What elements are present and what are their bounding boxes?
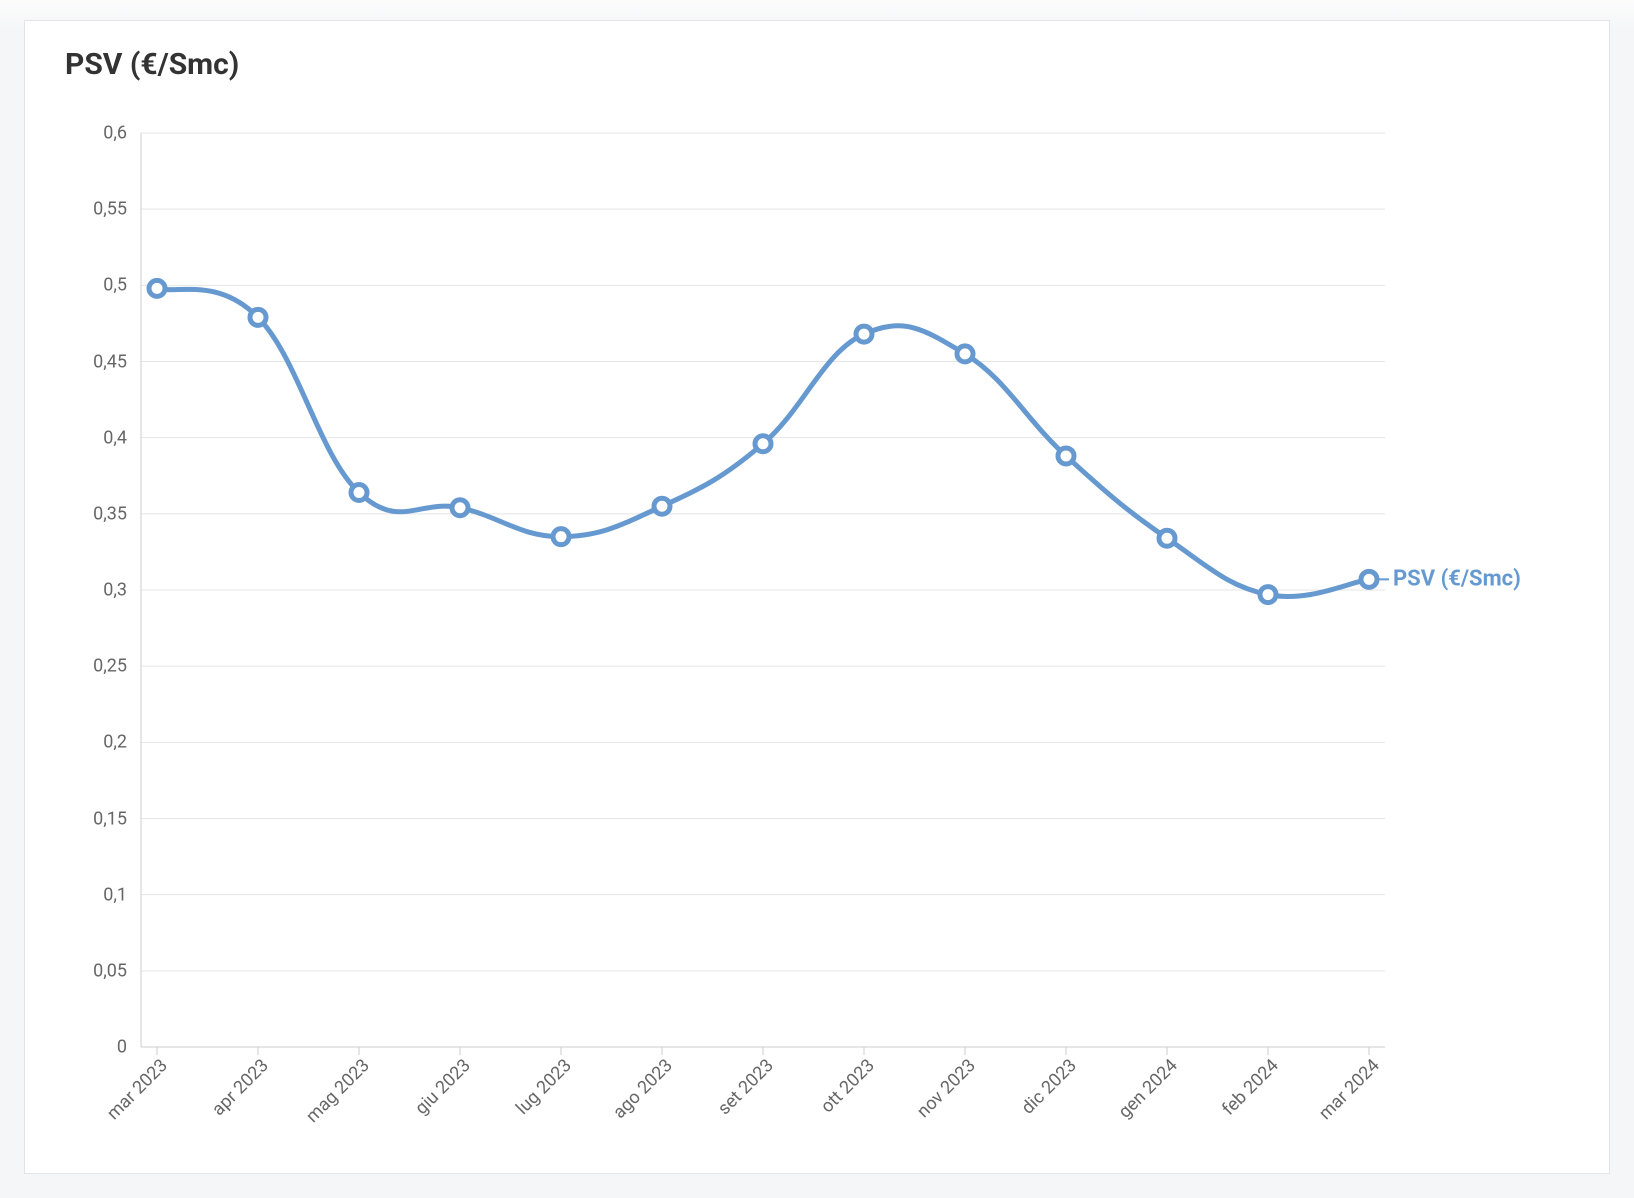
x-tick-label: mag 2023	[302, 1055, 374, 1127]
y-tick-label: 0,45	[93, 351, 141, 372]
x-tick-label: gen 2024	[1114, 1055, 1182, 1123]
chart-plot-area: PSV (€/Smc) 00,050,10,150,20,250,30,350,…	[141, 133, 1385, 1047]
x-tick-label: dic 2023	[1017, 1055, 1081, 1119]
y-tick-label: 0,55	[93, 199, 141, 220]
x-tick-label: ago 2023	[609, 1055, 677, 1123]
series-label: PSV (€/Smc)	[1393, 567, 1521, 592]
chart-panel: PSV (€/Smc) PSV (€/Smc) 00,050,10,150,20…	[24, 20, 1610, 1174]
y-tick-label: 0	[117, 1037, 141, 1058]
y-tick-label: 0,35	[93, 503, 141, 524]
y-tick-label: 0,25	[93, 656, 141, 677]
chart-title: PSV (€/Smc)	[65, 47, 239, 82]
x-tick-label: mar 2023	[103, 1055, 172, 1124]
x-tick-label: lug 2023	[512, 1055, 576, 1119]
y-tick-label: 0,6	[103, 123, 141, 144]
y-tick-label: 0,05	[93, 960, 141, 981]
x-tick-label: ott 2023	[817, 1055, 879, 1117]
y-tick-label: 0,1	[103, 884, 141, 905]
x-tick-label: mar 2024	[1315, 1055, 1384, 1124]
chart-svg	[141, 133, 1385, 1047]
y-tick-label: 0,2	[103, 732, 141, 753]
x-tick-label: nov 2023	[913, 1055, 980, 1122]
page-background: PSV (€/Smc) PSV (€/Smc) 00,050,10,150,20…	[0, 0, 1634, 1198]
x-tick-label: apr 2023	[208, 1055, 273, 1120]
x-tick-label: set 2023	[714, 1055, 778, 1119]
y-tick-label: 0,15	[93, 808, 141, 829]
y-tick-label: 0,5	[103, 275, 141, 296]
x-tick-label: feb 2024	[1218, 1055, 1283, 1120]
x-tick-label: giu 2023	[411, 1055, 475, 1119]
y-tick-label: 0,4	[103, 427, 141, 448]
y-tick-label: 0,3	[103, 580, 141, 601]
